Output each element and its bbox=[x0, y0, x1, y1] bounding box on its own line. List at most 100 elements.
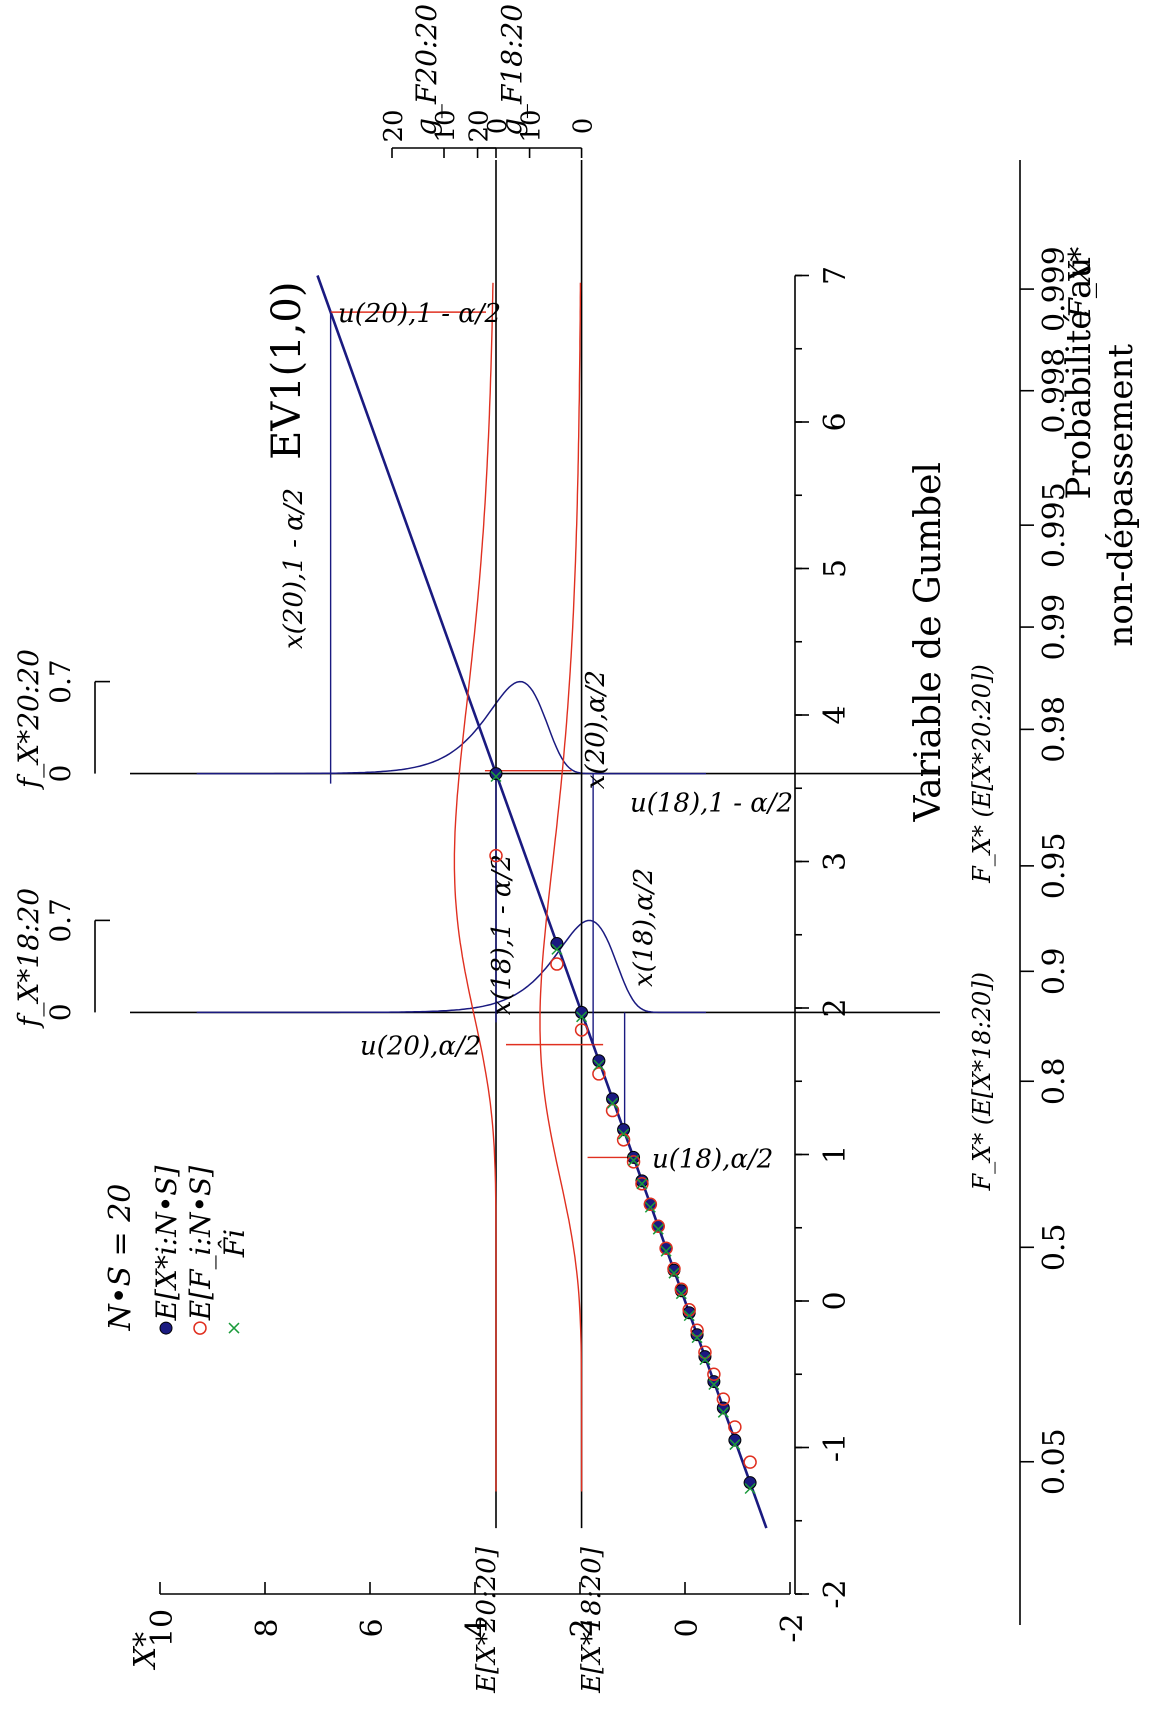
beta-scale-label-1: 0 bbox=[483, 118, 513, 135]
point-expected-f bbox=[690, 1323, 704, 1338]
probability-tick-label: 0.999 bbox=[1037, 246, 1072, 332]
point-f-hat bbox=[636, 1178, 648, 1190]
point-f-hat bbox=[593, 1059, 605, 1071]
point-f-hat bbox=[607, 1097, 619, 1109]
probability-tick-label: 0.5 bbox=[1037, 1223, 1072, 1271]
beta-curve-1 bbox=[453, 282, 497, 1492]
point-expected-x bbox=[617, 1123, 631, 1137]
point-expected-x bbox=[627, 1150, 641, 1164]
point-expected-x bbox=[707, 1375, 721, 1389]
pdf-axis-label: f_X*20:20 bbox=[12, 649, 45, 790]
x-star-tick-label: 10 bbox=[145, 1609, 180, 1647]
point-f-hat bbox=[683, 1310, 695, 1322]
annotation-f20-axis: F_X* (E[X*20:20]) bbox=[968, 664, 996, 884]
annotation-x20-lo: x(20),α/2 bbox=[581, 670, 611, 789]
point-expected-x bbox=[728, 1433, 742, 1447]
legend-marker-open bbox=[193, 1321, 207, 1335]
annotation-u18-lo: u(18),α/2 bbox=[652, 1144, 773, 1174]
pdf-curve-1 bbox=[196, 680, 706, 775]
beta-scale-title-0: g_F18:20 bbox=[496, 4, 529, 136]
pdf-axis-max-label: 0.7 bbox=[44, 898, 77, 943]
pdf-curve-0 bbox=[196, 919, 706, 1014]
probability-tick-label: 0.95 bbox=[1037, 832, 1072, 899]
gumbel-tick-label: 6 bbox=[818, 412, 853, 431]
point-expected-x bbox=[592, 1054, 606, 1068]
probability-tick-label: 0.9 bbox=[1037, 947, 1072, 995]
probability-tick-label: 0.05 bbox=[1037, 1428, 1072, 1495]
probability-tick-label: 0.995 bbox=[1037, 482, 1072, 568]
x-star-tick-label: 8 bbox=[250, 1618, 285, 1637]
gumbel-tick-label: 2 bbox=[818, 998, 853, 1017]
pdf-axis-label: f_X*18:20 bbox=[12, 888, 45, 1029]
point-expected-x bbox=[690, 1328, 704, 1342]
beta-scale-title-1: g_F20:20 bbox=[410, 4, 443, 136]
point-f-hat bbox=[691, 1332, 703, 1344]
point-f-hat bbox=[668, 1267, 680, 1279]
point-expected-f bbox=[592, 1067, 606, 1081]
pdf-axis-zero-label: 0 bbox=[44, 765, 77, 783]
point-expected-f bbox=[707, 1367, 721, 1381]
x-star-tick-label: 0 bbox=[670, 1618, 705, 1637]
point-expected-f bbox=[716, 1392, 731, 1406]
annotation-f18-axis: F_X* (E[X*18:20]) bbox=[968, 972, 996, 1192]
point-expected-f bbox=[643, 1197, 658, 1212]
x-star-axis-title: X* bbox=[128, 1632, 163, 1670]
gumbel-tick-label: -2 bbox=[818, 1579, 853, 1608]
gumbel-tick-label: 7 bbox=[818, 266, 853, 285]
gumbel-tick-label: 1 bbox=[818, 1145, 853, 1164]
point-expected-x bbox=[575, 1005, 589, 1019]
point-expected-f bbox=[698, 1345, 712, 1360]
x-star-tick-label: -2 bbox=[775, 1613, 810, 1642]
annotation-u20-hi: u(20),1 - α/2 bbox=[338, 299, 501, 329]
chart-title: EV1(1,0) bbox=[264, 282, 310, 460]
fit-line-ev1 bbox=[316, 275, 768, 1529]
legend-label: F̂i bbox=[218, 1229, 251, 1258]
probability-axis-title-line2: non-dépassement bbox=[1101, 344, 1141, 647]
point-expected-x bbox=[635, 1174, 649, 1188]
point-f-hat bbox=[644, 1201, 656, 1213]
annotation-x18-hi: x(18),1 - α/2 bbox=[487, 854, 517, 1015]
point-expected-f bbox=[489, 848, 503, 863]
annotation-u20-lo: u(20),α/2 bbox=[360, 1032, 481, 1062]
point-f-hat bbox=[490, 770, 502, 783]
point-expected-f bbox=[674, 1282, 689, 1297]
gumbel-axis-title: Variable de Gumbel bbox=[908, 462, 949, 822]
point-expected-f bbox=[667, 1262, 681, 1276]
probability-axis-symbol: F_X* bbox=[1063, 247, 1098, 320]
point-f-hat bbox=[576, 1011, 588, 1023]
x-star-tick-label: 4 bbox=[460, 1618, 495, 1637]
point-expected-f bbox=[728, 1420, 742, 1434]
annotation-x20-hi: x(20),1 - α/2 bbox=[279, 488, 309, 649]
legend-label: E[X*i:N•S] bbox=[150, 1166, 183, 1322]
x-star-tick-label: 2 bbox=[565, 1618, 600, 1637]
gumbel-tick-label: -1 bbox=[818, 1433, 853, 1462]
legend-label: E[F_i:N•S] bbox=[184, 1166, 217, 1321]
point-f-hat bbox=[744, 1482, 756, 1495]
gumbel-tick-label: 0 bbox=[818, 1291, 853, 1310]
point-f-hat bbox=[729, 1439, 741, 1451]
probability-tick-label: 0.98 bbox=[1037, 696, 1072, 763]
point-f-hat bbox=[699, 1354, 711, 1366]
point-expected-x bbox=[489, 767, 503, 781]
point-f-hat bbox=[551, 943, 563, 955]
point-expected-x bbox=[698, 1350, 712, 1364]
probability-tick-label: 0.998 bbox=[1037, 348, 1072, 434]
beta-scale-label-0: 20 bbox=[465, 109, 495, 142]
gumbel-tick-label: 3 bbox=[818, 852, 853, 871]
pdf-axis-zero-label: 0 bbox=[44, 1003, 77, 1021]
annotation-u18-hi: u(18),1 - α/2 bbox=[630, 789, 793, 819]
point-expected-f bbox=[743, 1455, 757, 1469]
beta-curve-0 bbox=[539, 282, 583, 1492]
point-expected-f bbox=[605, 1103, 620, 1118]
point-expected-f bbox=[635, 1177, 649, 1191]
annotation-x18-lo: x(18),α/2 bbox=[629, 868, 659, 987]
x-star-tick-label: 6 bbox=[355, 1618, 390, 1637]
point-expected-f bbox=[659, 1241, 673, 1256]
point-expected-f bbox=[626, 1155, 641, 1169]
beta-scale-label-0: 10 bbox=[517, 109, 547, 142]
beta-scale-label-0: 0 bbox=[569, 118, 599, 135]
point-expected-x bbox=[743, 1476, 757, 1490]
point-f-hat bbox=[717, 1406, 729, 1418]
point-f-hat bbox=[652, 1223, 664, 1235]
